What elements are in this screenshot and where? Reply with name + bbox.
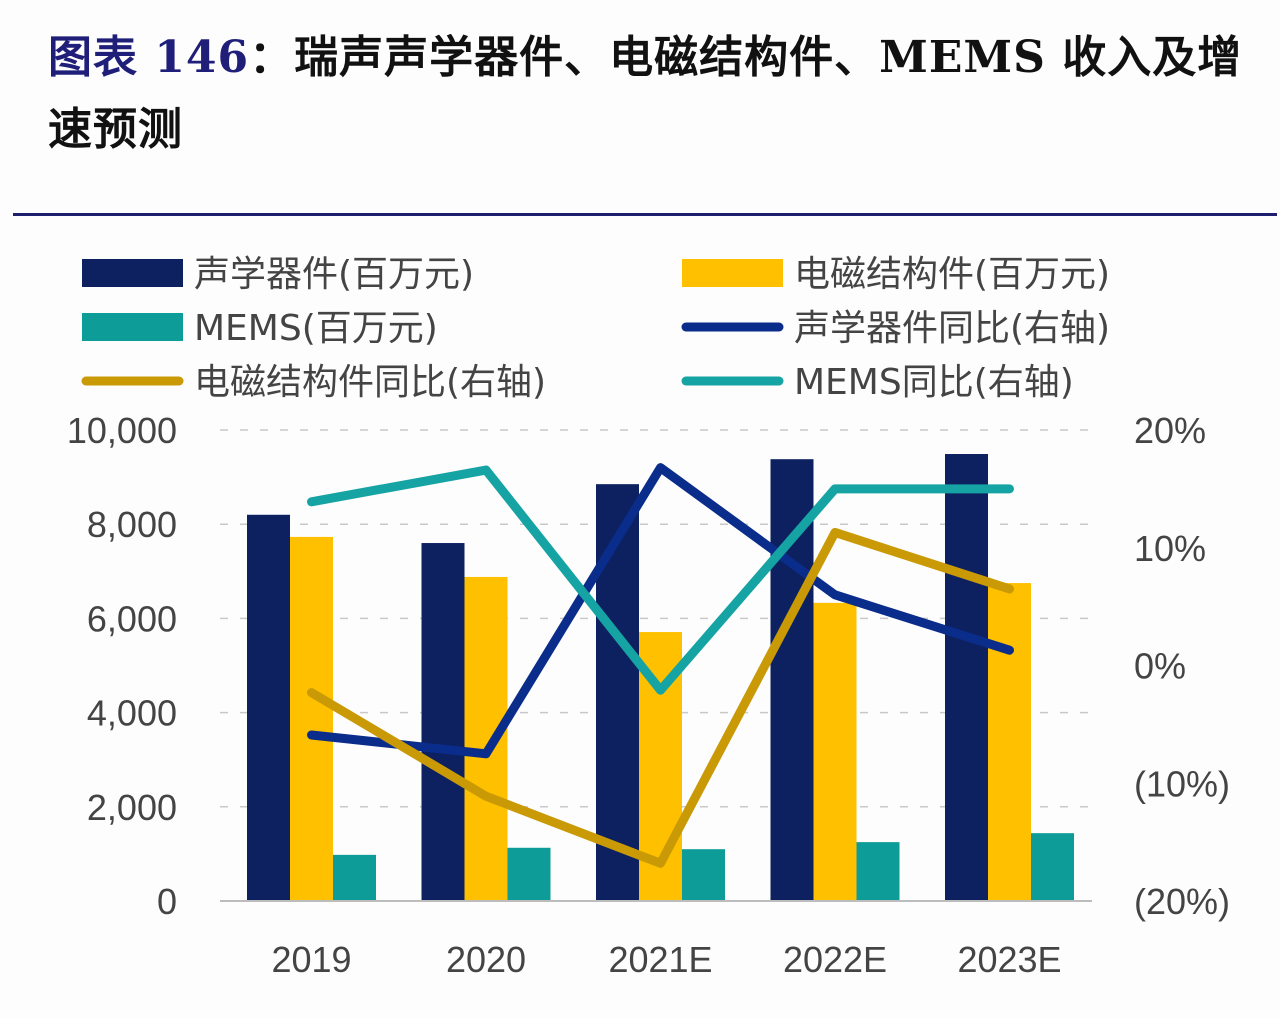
legend-label: MEMS同比(右轴) <box>794 362 1074 403</box>
chart-title: 图表 146：瑞声声学器件、电磁结构件、MEMS 收入及增速预测 <box>48 22 1258 166</box>
legend-item: MEMS同比(右轴) <box>681 362 1074 403</box>
left-axis-tick-label: 2,000 <box>87 787 177 828</box>
bar <box>507 847 551 901</box>
right-axis-tick-label: (20%) <box>1134 881 1230 922</box>
bar <box>682 849 725 901</box>
left-axis-tick-label: 10,000 <box>67 410 177 451</box>
legend-swatch <box>82 259 183 287</box>
series-line <box>307 463 1014 759</box>
x-axis-tick-label: 2019 <box>271 939 351 980</box>
lines <box>307 463 1014 868</box>
figure-number: 图表 146 <box>48 32 250 83</box>
right-axis-tick-label: (10%) <box>1134 763 1230 804</box>
series-line <box>307 465 1014 695</box>
left-axis-tick-label: 0 <box>157 881 177 922</box>
bar <box>813 602 857 901</box>
right-axis-tick-label: 0% <box>1134 646 1186 687</box>
legend-swatch <box>82 313 183 341</box>
bars <box>247 454 1074 901</box>
bar <box>856 842 900 901</box>
bar <box>988 583 1031 901</box>
legend-item: MEMS(百万元) <box>82 308 438 349</box>
left-axis-tick-label: 4,000 <box>87 693 177 734</box>
legend-label: MEMS(百万元) <box>194 308 438 349</box>
left-axis-tick-label: 6,000 <box>87 598 177 639</box>
title-divider <box>13 213 1277 216</box>
bar <box>464 576 508 901</box>
x-axis-tick-label: 2023E <box>957 939 1061 980</box>
bar <box>247 514 290 901</box>
series-line <box>307 527 1014 868</box>
legend-label: 电磁结构件同比(右轴) <box>194 362 546 403</box>
title-text: ：瑞声声学器件、电磁结构件、MEMS 收入及增速预测 <box>48 32 1243 155</box>
bar <box>1031 833 1074 901</box>
legend-item: 声学器件(百万元) <box>82 254 474 295</box>
left-axis-tick-label: 8,000 <box>87 504 177 545</box>
legend: 声学器件(百万元) 电磁结构件(百万元) MEMS(百万元) 声学器件同比(右轴) 电磁… <box>81 254 1110 403</box>
bar <box>333 854 376 901</box>
legend-item: 电磁结构件同比(右轴) <box>81 362 546 403</box>
legend-swatch <box>682 259 783 287</box>
right-axis-tick-label: 10% <box>1134 528 1206 569</box>
legend-item: 声学器件同比(右轴) <box>681 308 1110 349</box>
bar <box>421 543 465 901</box>
legend-label: 声学器件同比(右轴) <box>794 308 1110 349</box>
right-axis-tick-label: 20% <box>1134 410 1206 451</box>
x-axis-tick-label: 2020 <box>446 939 526 980</box>
bar <box>290 536 333 901</box>
legend-item: 电磁结构件(百万元) <box>682 254 1110 295</box>
legend-label: 电磁结构件(百万元) <box>794 254 1110 295</box>
x-axis-tick-label: 2022E <box>783 939 887 980</box>
legend-label: 声学器件(百万元) <box>194 254 474 295</box>
bar <box>945 454 988 901</box>
x-axis-tick-label: 2021E <box>608 939 712 980</box>
axes: 0 2,000 4,000 6,000 8,000 10,000 (20%) (10%) 0% 1… <box>67 410 1230 980</box>
